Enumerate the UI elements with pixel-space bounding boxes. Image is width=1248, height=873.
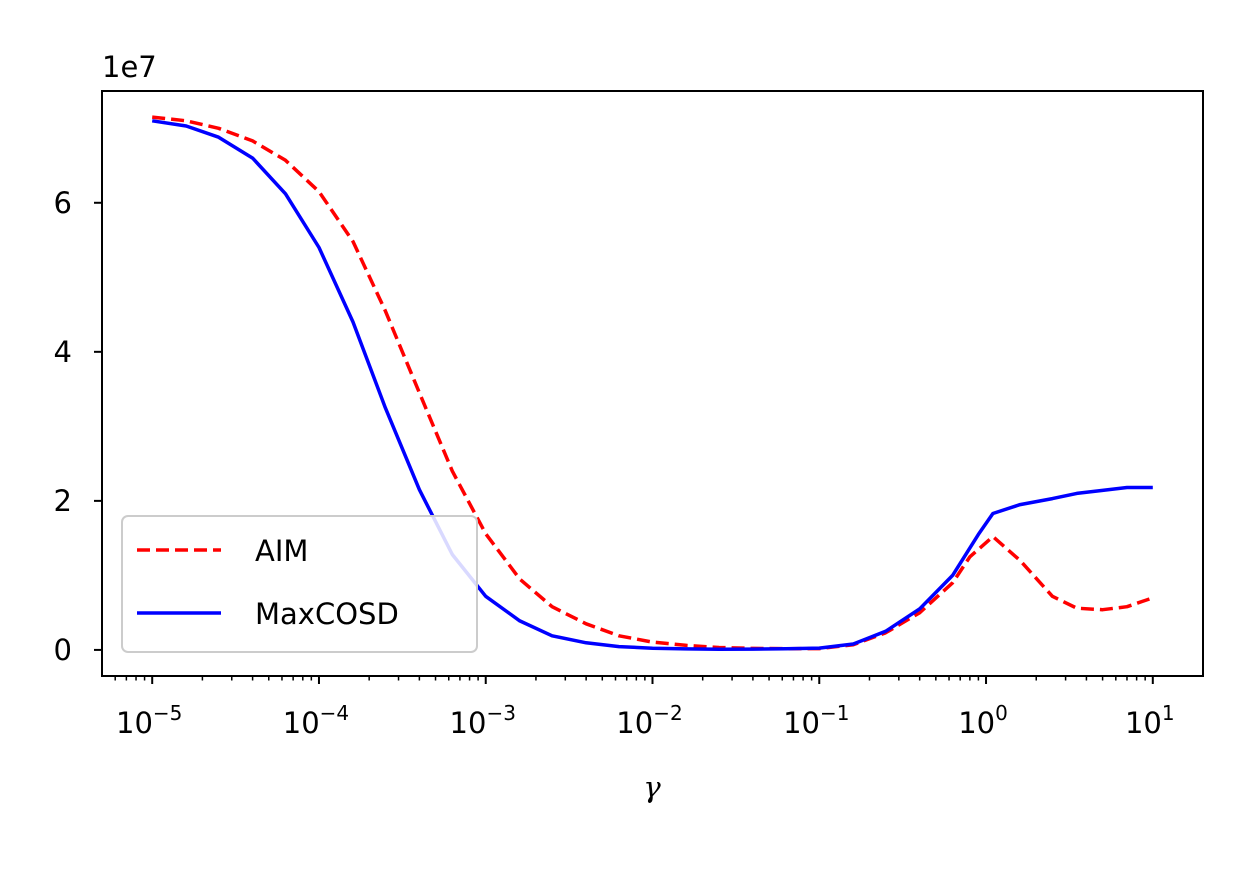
x-tick-label: 101: [1125, 701, 1175, 740]
x-tick-label: 100: [958, 701, 1008, 740]
x-tick-label: 10−5: [116, 701, 182, 740]
x-tick-label: 10−3: [450, 701, 516, 740]
axes-frame: [101, 90, 1204, 677]
series-line-aim: [152, 115, 1154, 651]
legend-label-aim: AIM: [255, 534, 308, 568]
legend-label-maxcosd: MaxCOSD: [255, 597, 399, 631]
y-axis-ticks: 0 2 4 6: [54, 186, 102, 667]
y-tick-label: 0: [54, 633, 72, 667]
y-offset-label: 1e7: [102, 50, 157, 84]
y-tick-label: 4: [54, 335, 72, 369]
plot-lines: [151, 115, 1154, 651]
legend: AIM MaxCOSD: [121, 515, 478, 653]
legend-box: [121, 515, 478, 653]
x-tick-label: 10−2: [616, 701, 682, 740]
series-line-maxcosd: [151, 119, 1153, 651]
y-tick-label: 6: [54, 186, 72, 220]
y-tick-label: 2: [54, 484, 72, 518]
x-tick-label: 10−4: [283, 701, 349, 740]
x-tick-label: 10−1: [783, 701, 849, 740]
x-axis-ticks: 10−5 10−4 10−3 10−2 10−1 100 101: [114, 676, 1175, 740]
x-axis-label: γ: [643, 770, 661, 804]
